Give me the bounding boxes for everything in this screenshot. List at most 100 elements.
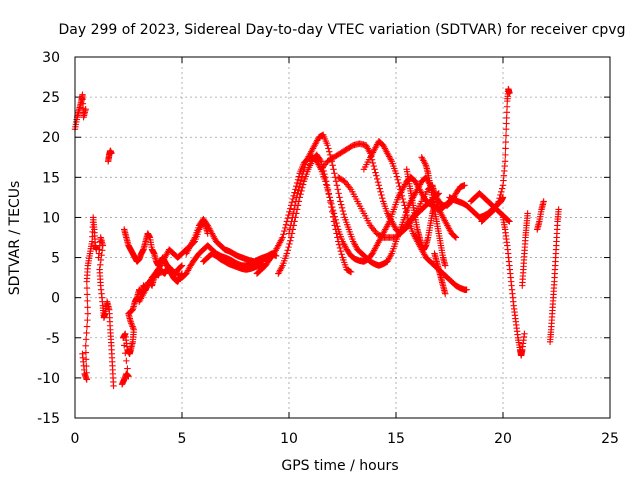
data-point [83,284,91,292]
data-point [286,208,293,216]
data-point [287,222,294,229]
data-point [373,172,380,179]
data-point [496,194,503,202]
data-point [393,173,401,180]
series-track-r [418,154,449,269]
data-point [317,158,325,165]
data-point [334,186,341,193]
data-point [301,164,308,171]
series-track-c [95,234,117,390]
data-point [325,190,333,197]
data-point [331,222,338,229]
data-point [326,148,333,155]
data-point [555,206,562,213]
data-point [521,330,528,337]
data-point [281,224,289,232]
data-point [369,159,377,167]
data-point [505,217,512,224]
data-point [285,230,293,237]
data-point [502,151,509,159]
data-point [82,336,90,343]
data-point [442,262,449,269]
y-tick-label: 30 [42,50,60,66]
y-tick-label: 25 [42,90,60,106]
data-point [375,182,383,189]
y-tick-label: -10 [37,371,60,387]
data-point [287,237,294,244]
data-point [332,178,340,185]
series-track-d [104,147,115,165]
data-point [402,205,409,212]
series-track-z [546,206,562,345]
data-point [97,261,104,268]
data-point [329,213,337,220]
chart-title: Day 299 of 2023, Sidereal Day-to-day VTE… [59,22,626,38]
data-point [502,138,509,146]
data-point [333,182,341,189]
data-point [285,243,292,251]
data-point [321,170,328,178]
data-point [287,234,295,241]
data-point [97,256,105,264]
data-point [84,297,91,305]
data-point [442,290,449,297]
x-tick-label: 20 [494,431,512,447]
data-point [336,244,344,252]
series-track-v [478,85,513,225]
data-point [337,198,344,205]
data-point [394,176,401,183]
y-tick-label: -5 [46,331,60,347]
data-point [323,178,330,185]
data-point [99,242,107,249]
plot-frame [74,56,611,419]
data-point [497,191,504,199]
data-point [98,251,105,259]
data-point [331,170,338,177]
data-point [293,179,301,187]
series-track-a [71,91,89,133]
data-point [335,238,342,245]
data-point [300,167,307,175]
data-point [404,215,412,222]
data-point [332,226,339,233]
data-point [327,199,334,206]
data-point [292,198,300,205]
data-point [298,174,306,181]
data-point [82,342,89,349]
data-point [279,234,286,241]
data-point [288,218,295,225]
data-point [297,177,305,184]
data-point [379,194,386,202]
data-point [371,166,378,173]
data-point [338,251,345,258]
y-tick-label: 10 [42,210,60,226]
data-point [329,162,336,169]
y-axis-label: SDTVAR / TECUs [7,181,23,296]
data-point [540,198,547,205]
data-point [403,211,411,219]
data-point [299,184,306,191]
data-point [452,234,460,241]
data-point [82,349,90,356]
data-point [84,304,91,311]
data-point [282,221,290,228]
data-point [400,199,407,206]
data-point [378,191,385,199]
data-point [503,114,510,122]
data-point [296,183,303,191]
series-track-w [499,214,528,359]
series-track-x [519,210,531,289]
data-point [326,194,333,201]
data-point [498,188,505,195]
y-tick-label: 0 [51,291,60,307]
series-track-s [431,250,449,297]
data-point [288,199,296,206]
data-point [291,202,299,209]
y-tick-label: 5 [51,251,60,267]
data-point [338,204,346,212]
data-point [398,192,406,199]
data-point [324,186,332,193]
data-point [83,323,91,330]
data-point [296,180,304,187]
